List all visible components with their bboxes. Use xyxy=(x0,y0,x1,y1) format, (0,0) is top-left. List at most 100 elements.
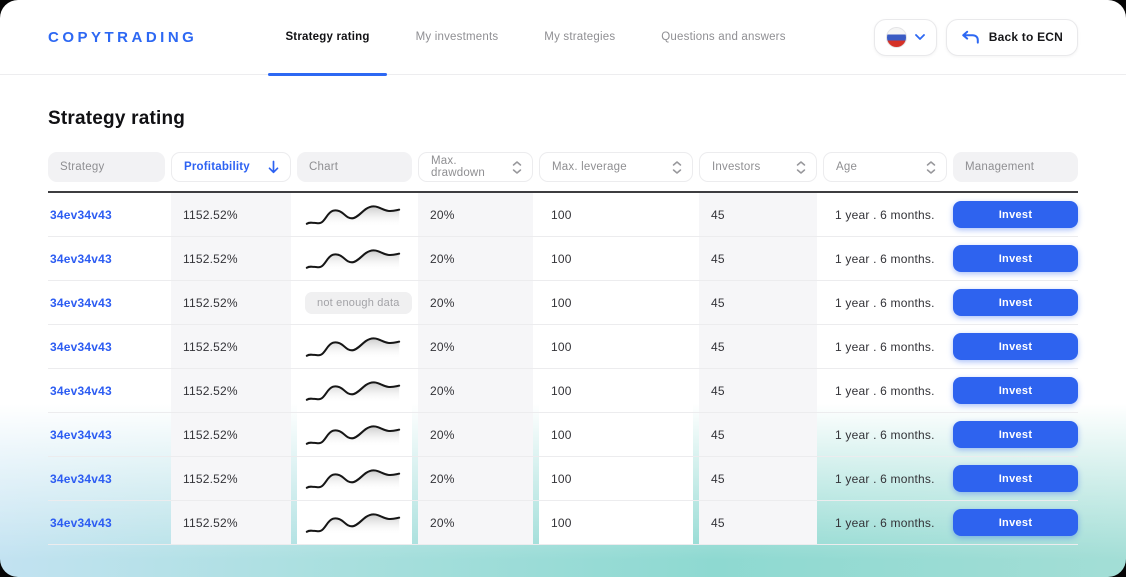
max-leverage-cell: 100 xyxy=(539,193,693,236)
performance-sparkline-chart xyxy=(305,380,401,403)
strategy-cell: 34ev34v43 xyxy=(48,413,165,456)
max-drawdown-cell: 20% xyxy=(418,193,533,236)
age-label: Age xyxy=(836,161,858,173)
max-leverage-cell: 100 xyxy=(539,369,693,412)
chart-cell xyxy=(297,457,412,500)
back-to-ecn-label: Back to ECN xyxy=(988,30,1063,44)
column-header-age-sort[interactable]: Age xyxy=(823,152,947,182)
profitability-cell: 1152.52% xyxy=(171,369,291,412)
column-header-max-drawdown-sort[interactable]: Max. drawdown xyxy=(418,152,533,182)
profitability-cell: 1152.52% xyxy=(171,501,291,544)
strategy-link[interactable]: 34ev34v43 xyxy=(50,339,112,354)
table-row: 34ev34v43 1152.52% 20% 100 45 1 year . 6… xyxy=(48,369,1078,413)
profitability-label: Profitability xyxy=(184,161,250,173)
chart-cell xyxy=(297,237,412,280)
max-leverage-cell: 100 xyxy=(539,501,693,544)
profitability-cell: 1152.52% xyxy=(171,193,291,236)
investors-cell: 45 xyxy=(699,237,817,280)
invest-button[interactable]: Invest xyxy=(953,245,1078,272)
sort-chevrons-icon xyxy=(672,160,682,174)
back-to-ecn-button[interactable]: Back to ECN xyxy=(945,18,1078,56)
strategy-link[interactable]: 34ev34v43 xyxy=(50,471,112,486)
tab-strategy-rating[interactable]: Strategy rating xyxy=(268,0,387,76)
performance-sparkline-chart xyxy=(305,248,401,271)
tab-my-strategies[interactable]: My strategies xyxy=(544,31,616,43)
max-drawdown-cell: 20% xyxy=(418,325,533,368)
max-leverage-cell: 100 xyxy=(539,413,693,456)
max-leverage-cell: 100 xyxy=(539,457,693,500)
strategy-link[interactable]: 34ev34v43 xyxy=(50,251,112,266)
column-header-investors-sort[interactable]: Investors xyxy=(699,152,817,182)
sort-chevrons-icon xyxy=(512,160,522,174)
column-header-profitability-sort[interactable]: Profitability xyxy=(171,152,291,182)
table-row: 34ev34v43 1152.52% 20% 100 45 1 year . 6… xyxy=(48,413,1078,457)
profitability-cell: 1152.52% xyxy=(171,457,291,500)
table-row: 34ev34v43 1152.52% 20% 100 45 1 year . 6… xyxy=(48,501,1078,545)
management-cell: Invest xyxy=(953,457,1078,500)
max-drawdown-label: Max. drawdown xyxy=(431,155,486,179)
brand-logo[interactable]: COPYTRADING xyxy=(48,28,198,46)
management-cell: Invest xyxy=(953,193,1078,236)
management-cell: Invest xyxy=(953,237,1078,280)
strategy-cell: 34ev34v43 xyxy=(48,193,165,236)
invest-button[interactable]: Invest xyxy=(953,377,1078,404)
arrow-down-icon xyxy=(267,160,280,174)
language-selector[interactable] xyxy=(873,18,937,56)
chart-cell xyxy=(297,501,412,544)
management-cell: Invest xyxy=(953,281,1078,324)
tab-my-investments[interactable]: My investments xyxy=(415,31,499,43)
chart-cell xyxy=(297,369,412,412)
invest-button[interactable]: Invest xyxy=(953,333,1078,360)
invest-button[interactable]: Invest xyxy=(953,509,1078,536)
strategy-link[interactable]: 34ev34v43 xyxy=(50,383,112,398)
max-drawdown-cell: 20% xyxy=(418,237,533,280)
max-drawdown-cell: 20% xyxy=(418,501,533,544)
performance-sparkline-chart xyxy=(305,512,401,535)
profitability-cell: 1152.52% xyxy=(171,237,291,280)
age-cell: 1 year . 6 months. xyxy=(835,207,935,222)
strategy-cell: 34ev34v43 xyxy=(48,501,165,544)
strategy-link[interactable]: 34ev34v43 xyxy=(50,207,112,222)
column-header-max-leverage-sort[interactable]: Max. leverage xyxy=(539,152,693,182)
sort-chevrons-icon xyxy=(796,160,806,174)
strategy-link[interactable]: 34ev34v43 xyxy=(50,515,112,530)
tab-questions-and-answers[interactable]: Questions and answers xyxy=(661,31,786,43)
investors-cell: 45 xyxy=(699,413,817,456)
sort-chevrons-icon xyxy=(926,160,936,174)
page-title: Strategy rating xyxy=(48,108,186,129)
investors-cell: 45 xyxy=(699,193,817,236)
max-drawdown-cell: 20% xyxy=(418,457,533,500)
invest-button[interactable]: Invest xyxy=(953,421,1078,448)
age-cell: 1 year . 6 months. xyxy=(835,471,935,486)
invest-button[interactable]: Invest xyxy=(953,465,1078,492)
column-header-row: Strategy Profitability Chart Max. drawdo… xyxy=(0,152,1126,182)
invest-button[interactable]: Invest xyxy=(953,201,1078,228)
age-cell: 1 year . 6 months. xyxy=(835,383,935,398)
management-cell: Invest xyxy=(953,369,1078,412)
max-drawdown-cell: 20% xyxy=(418,281,533,324)
strategy-link[interactable]: 34ev34v43 xyxy=(50,295,112,310)
not-enough-data-badge: not enough data xyxy=(305,291,412,314)
performance-sparkline-chart xyxy=(305,336,401,359)
age-cell: 1 year . 6 months. xyxy=(835,295,935,310)
column-header-chart: Chart xyxy=(297,152,412,182)
invest-button[interactable]: Invest xyxy=(953,289,1078,316)
max-drawdown-cell: 20% xyxy=(418,413,533,456)
top-navigation-bar: COPYTRADING Strategy rating My investmen… xyxy=(0,0,1126,76)
column-header-strategy: Strategy xyxy=(48,152,165,182)
strategy-cell: 34ev34v43 xyxy=(48,281,165,324)
strategy-cell: 34ev34v43 xyxy=(48,457,165,500)
table-row: 34ev34v43 1152.52% not enough data 20% 1… xyxy=(48,281,1078,325)
performance-sparkline-chart xyxy=(305,424,401,447)
profitability-cell: 1152.52% xyxy=(171,325,291,368)
strategy-link[interactable]: 34ev34v43 xyxy=(50,427,112,442)
table-row: 34ev34v43 1152.52% 20% 100 45 1 year . 6… xyxy=(48,457,1078,501)
chart-cell xyxy=(297,193,412,236)
table-row: 34ev34v43 1152.52% 20% 100 45 1 year . 6… xyxy=(48,193,1078,237)
strategy-cell: 34ev34v43 xyxy=(48,325,165,368)
investors-cell: 45 xyxy=(699,325,817,368)
investors-label: Investors xyxy=(712,161,761,173)
investors-cell: 45 xyxy=(699,281,817,324)
profitability-cell: 1152.52% xyxy=(171,281,291,324)
